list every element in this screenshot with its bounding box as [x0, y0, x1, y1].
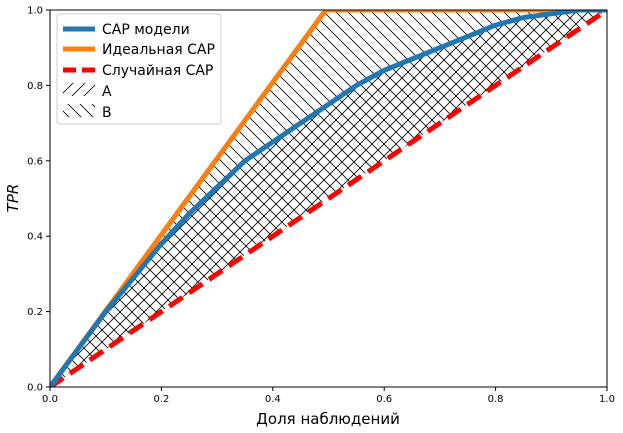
y-tick-label: 0.6 — [27, 156, 43, 167]
legend-label-area-b: B — [102, 105, 112, 121]
y-tick-label: 0.8 — [27, 81, 43, 92]
x-tick-label: 0.8 — [488, 394, 504, 405]
x-tick-label: 1.0 — [599, 394, 615, 405]
x-axis-label: Доля наблюдений — [256, 410, 400, 428]
y-tick-label: 1.0 — [27, 6, 43, 17]
legend-swatch-area-b — [63, 104, 95, 117]
x-axis-ticks: 0.0 0.2 0.4 0.6 0.8 1.0 — [42, 387, 615, 405]
legend-label-area-a: A — [102, 84, 112, 100]
y-tick-label: 0.4 — [27, 232, 43, 243]
x-tick-label: 0.4 — [265, 394, 281, 405]
x-tick-label: 0.6 — [376, 394, 392, 405]
plot-area — [50, 10, 607, 387]
legend-label-random-cap: Случайная CAP — [102, 63, 213, 79]
x-tick-label: 0.2 — [153, 394, 169, 405]
legend-label-ideal-cap: Идеальная CAP — [102, 42, 215, 58]
y-axis-ticks: 0.0 0.2 0.4 0.6 0.8 1.0 — [27, 6, 50, 394]
x-tick-label: 0.0 — [42, 394, 58, 405]
y-axis-label: TPR — [4, 184, 22, 213]
legend: CAP модели Идеальная CAP Случайная CAP A… — [56, 13, 222, 125]
plot-frame — [49, 9, 608, 388]
legend-swatch-area-a — [63, 83, 95, 96]
legend-frame — [56, 13, 222, 125]
series-line-ideal-cap — [50, 10, 607, 387]
y-tick-label: 0.0 — [27, 383, 43, 394]
y-tick-label: 0.2 — [27, 307, 43, 318]
series-line-model-cap — [50, 10, 607, 387]
series-line-random-cap — [50, 10, 607, 387]
legend-label-model-cap: CAP модели — [102, 22, 190, 38]
